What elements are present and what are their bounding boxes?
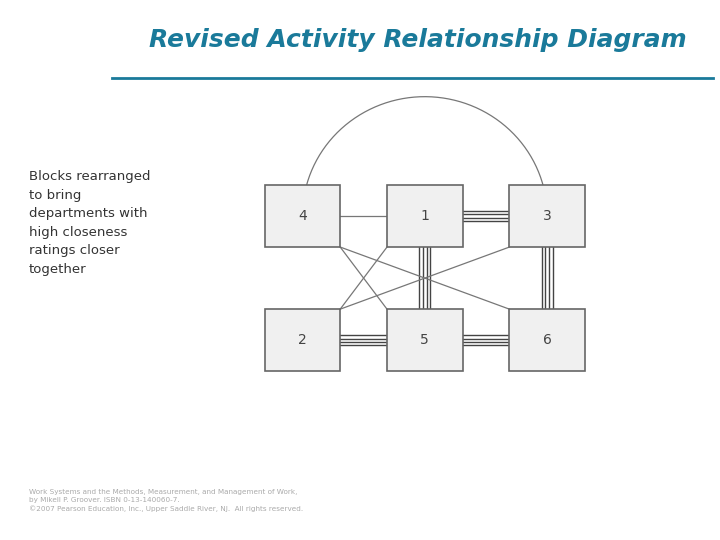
Bar xyxy=(265,309,341,372)
Text: 1: 1 xyxy=(420,209,429,223)
Bar xyxy=(387,185,463,247)
Bar xyxy=(387,309,463,372)
Text: 2: 2 xyxy=(298,333,307,347)
Text: Work Systems and the Methods, Measurement, and Management of Work,
by Mikell P. : Work Systems and the Methods, Measuremen… xyxy=(29,489,303,511)
Bar xyxy=(265,185,341,247)
Text: 5: 5 xyxy=(420,333,429,347)
Bar xyxy=(510,309,585,372)
Bar xyxy=(510,185,585,247)
Text: Blocks rearranged
to bring
departments with
high closeness
ratings closer
togeth: Blocks rearranged to bring departments w… xyxy=(29,170,150,275)
Text: 4: 4 xyxy=(298,209,307,223)
Text: 6: 6 xyxy=(543,333,552,347)
Text: Revised Activity Relationship Diagram: Revised Activity Relationship Diagram xyxy=(149,29,686,52)
Text: 3: 3 xyxy=(543,209,552,223)
